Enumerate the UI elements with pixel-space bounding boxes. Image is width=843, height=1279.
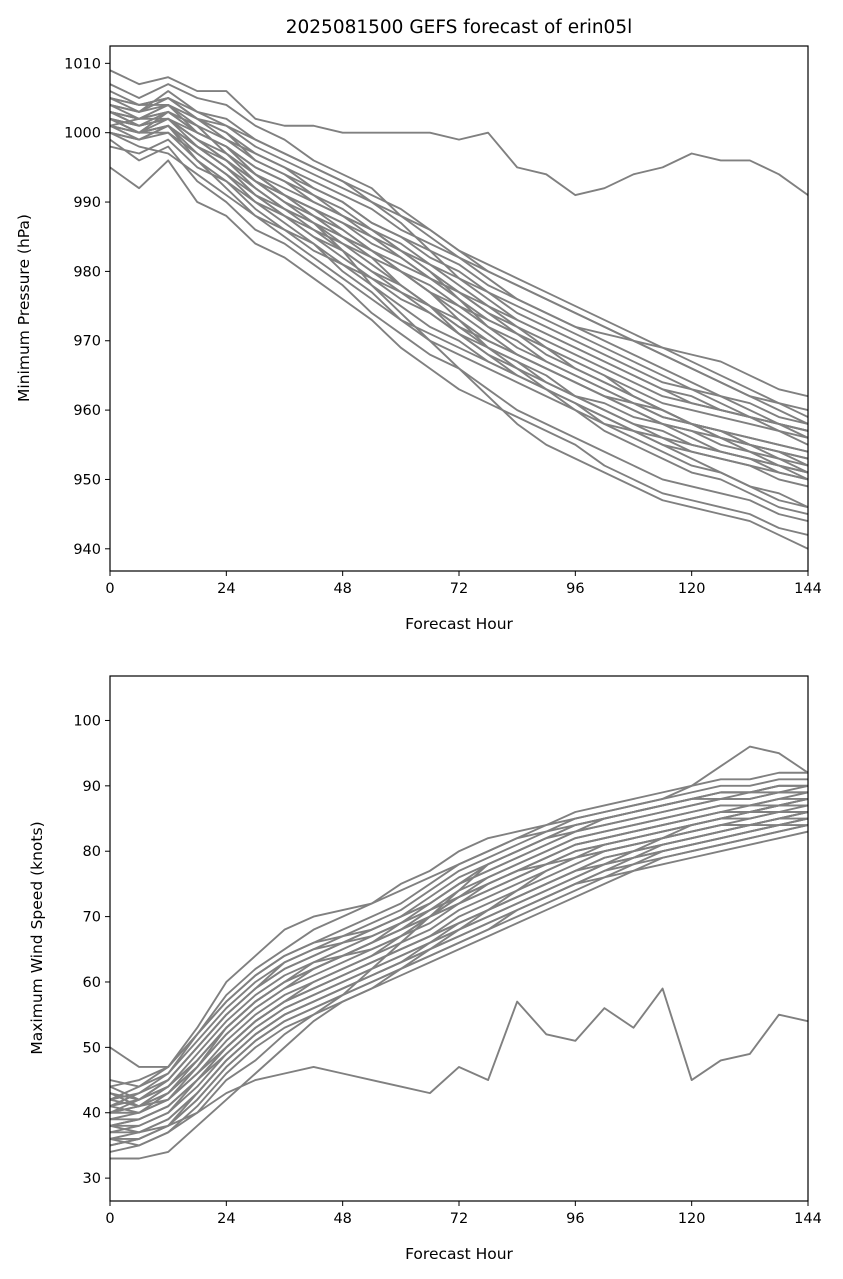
pressure-y-tick-label: 970 (73, 334, 101, 350)
wind-x-tick-label: 72 (450, 1211, 468, 1227)
pressure-member-line-25 (110, 124, 808, 474)
wind-x-tick-label: 144 (794, 1211, 822, 1227)
wind-member-line-26 (110, 817, 808, 1140)
pressure-member-line-2 (110, 69, 808, 197)
pressure-member-line-12 (110, 117, 808, 509)
wind-member-line-23 (110, 771, 808, 1088)
pressure-series-group (110, 69, 808, 550)
wind-x-axis-title: Forecast Hour (405, 1245, 513, 1263)
wind-y-tick-label: 40 (83, 1106, 101, 1122)
wind-x-tick-label: 48 (333, 1211, 351, 1227)
wind-y-axis-title: Maximum Wind Speed (knots) (28, 821, 46, 1054)
pressure-x-tick-label: 120 (678, 581, 706, 597)
pressure-member-line-23 (110, 124, 808, 488)
pressure-member-line-20 (110, 97, 808, 418)
wind-member-line-31 (110, 797, 808, 1108)
pressure-x-tick-label: 144 (794, 581, 822, 597)
pressure-member-line-31 (110, 117, 808, 474)
wind-y-tick-label: 50 (83, 1040, 101, 1056)
pressure-y-axis-title: Minimum Pressure (hPa) (15, 214, 33, 402)
wind-member-line-22 (110, 824, 808, 1153)
pressure-member-line-19 (110, 124, 808, 509)
pressure-x-tick-label: 72 (450, 581, 468, 597)
pressure-member-line-29 (110, 110, 808, 432)
pressure-member-line-5 (110, 159, 808, 536)
wind-member-line-30 (110, 817, 808, 1147)
wind-series-group (110, 745, 808, 1160)
wind-x-tick-label: 96 (566, 1211, 584, 1227)
pressure-x-tick-label: 48 (333, 581, 351, 597)
pressure-y-tick-label: 940 (73, 542, 101, 558)
wind-y-tick-label: 70 (83, 910, 101, 926)
pressure-y-tick-label: 960 (73, 403, 101, 419)
pressure-member-line-4 (110, 138, 808, 550)
wind-member-line-27 (110, 784, 808, 1101)
wind-x-tick-label: 24 (217, 1211, 235, 1227)
pressure-member-line-27 (110, 110, 808, 446)
pressure-panel: 0 24 48 72 96 120 144 940 950 960 970 980 990 1000 101… (64, 45, 822, 597)
pressure-y-tick-label: 990 (73, 195, 101, 211)
wind-y-tick-label: 100 (73, 713, 101, 729)
wind-x-tick-label: 120 (678, 1211, 706, 1227)
pressure-member-line-30 (110, 97, 808, 425)
chart-title: 2025081500 GEFS forecast of erin05l (286, 17, 633, 38)
pressure-y-tick-label: 950 (73, 472, 101, 488)
wind-member-line-19 (110, 778, 808, 1101)
pressure-x-tick-label: 96 (566, 581, 584, 597)
wind-member-line-25 (110, 797, 808, 1108)
wind-y-tick-label: 30 (83, 1171, 101, 1187)
wind-y-tick-label: 60 (83, 975, 101, 991)
wind-member-line-2 (110, 987, 808, 1134)
pressure-y-tick-label: 980 (73, 264, 101, 280)
wind-x-tick-label: 0 (105, 1211, 114, 1227)
pressure-y-tick-label: 1010 (64, 56, 101, 72)
pressure-x-tick-label: 24 (217, 581, 235, 597)
wind-y-tick-label: 90 (83, 779, 101, 795)
wind-panel: 0 24 48 72 96 120 144 30 40 50 60 70 80 90 100 (73, 675, 822, 1227)
wind-y-tick-label: 80 (83, 844, 101, 860)
pressure-x-axis-title: Forecast Hour (405, 615, 513, 633)
pressure-y-tick-label: 1000 (64, 126, 101, 142)
pressure-x-tick-label: 0 (105, 581, 114, 597)
wind-member-line-28 (110, 811, 808, 1127)
